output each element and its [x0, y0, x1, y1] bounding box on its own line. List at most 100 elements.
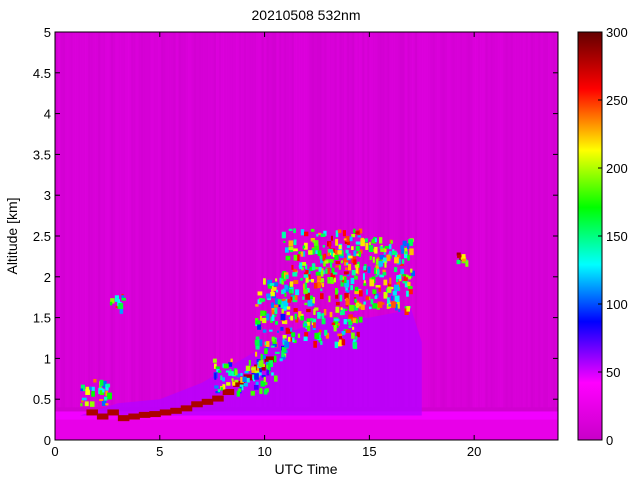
cloud-cell [274, 375, 278, 382]
cloud-cell [341, 276, 347, 280]
cloud-cell [280, 304, 284, 309]
colorbar-tick-label: 250 [606, 93, 628, 108]
cloud-cell [287, 256, 291, 260]
noise-column [223, 32, 227, 408]
cloud-cell [319, 293, 324, 300]
cloud-cell [361, 304, 365, 310]
cloud-cell [343, 319, 347, 325]
cloud-cell [287, 299, 292, 303]
cloud-cell [236, 390, 240, 397]
cloud-cell [352, 342, 358, 349]
cloud-cell [262, 355, 266, 359]
cloud-cell [374, 246, 378, 254]
cloud-cell [353, 228, 356, 234]
cloud-cell [311, 318, 317, 323]
cloud-cell [271, 336, 275, 342]
cloud-cell [355, 266, 359, 274]
y-tick-label: 4.5 [33, 66, 51, 81]
cloud-cell [273, 304, 279, 308]
cloud-cell [393, 284, 399, 292]
cloud-cell [340, 308, 345, 316]
cloud-cell [313, 240, 319, 246]
cloud-cell [262, 363, 265, 367]
noise-column [112, 32, 116, 408]
cloud-cell [355, 245, 360, 252]
cloud-cell [383, 252, 386, 255]
cloud-cell [259, 339, 263, 347]
cloud-cell [293, 239, 297, 246]
cloud-cell [291, 264, 294, 270]
cloud-cell [335, 238, 339, 246]
cloud-cell [313, 308, 316, 315]
colorbar-tick-label: 100 [606, 297, 628, 312]
cloud-cell [341, 339, 346, 346]
cloud-cell [363, 266, 367, 271]
cloud-cell [461, 256, 467, 262]
cloud-cell [277, 299, 282, 305]
cloud-cell [323, 230, 327, 236]
cloud-cell [348, 255, 353, 259]
cloud-cell [263, 389, 268, 395]
cloud-cell [372, 256, 375, 263]
cloud-cell [379, 274, 385, 278]
cloud-cell [334, 254, 339, 260]
cloud-cell [372, 289, 377, 295]
noise-column [517, 32, 521, 408]
cloud-cell [349, 304, 354, 312]
cloud-cell [305, 270, 309, 274]
cloud-cell [393, 267, 398, 273]
cloud-cell [313, 341, 317, 348]
cloud-cell [293, 254, 299, 261]
cloud-cell [286, 311, 290, 316]
cloud-cell [244, 370, 249, 374]
cloud-cell [311, 303, 315, 306]
cloud-cell [399, 263, 404, 267]
cloud-cell [81, 397, 87, 401]
noise-column [309, 32, 313, 408]
cloud-cell [338, 244, 342, 250]
noise-column [469, 32, 474, 408]
cloud-cell [355, 318, 358, 324]
noise-column [429, 32, 433, 408]
noise-column [364, 32, 368, 408]
noise-column [319, 32, 323, 408]
cloud-cell [339, 294, 343, 302]
cloud-cell [335, 265, 340, 268]
cloud-cell [365, 243, 369, 250]
noise-column [384, 32, 388, 408]
noise-column [80, 32, 84, 408]
noise-column [175, 32, 179, 408]
cloud-cell [320, 270, 324, 277]
cloud-cell [298, 251, 302, 255]
noise-column [231, 32, 235, 408]
cloud-cell [408, 276, 412, 280]
noise-column [77, 32, 81, 408]
colorbar-tick-label: 200 [606, 161, 628, 176]
cloud-cell [256, 359, 261, 364]
cloud-cell [255, 351, 258, 357]
noise-column [293, 32, 298, 408]
aerosol-edge-cell [149, 411, 161, 418]
cloud-cell [260, 380, 266, 387]
cloud-cell [255, 320, 261, 325]
cloud-cell [374, 267, 377, 274]
cloud-cell [351, 234, 356, 238]
noise-column [475, 32, 479, 408]
cloud-cell [254, 373, 259, 380]
noise-column [140, 32, 144, 408]
noise-column [246, 32, 250, 408]
cloud-cell [360, 239, 365, 247]
cloud-cell [378, 261, 384, 267]
cloud-cell [289, 248, 294, 253]
noise-column [278, 32, 282, 408]
noise-column [122, 32, 127, 408]
cloud-cell [228, 370, 234, 376]
cloud-cell [411, 270, 415, 277]
cloud-cell [259, 388, 263, 395]
x-tick-label: 20 [467, 444, 481, 459]
cloud-cell [376, 257, 382, 261]
noise-column [520, 32, 524, 408]
cloud-cell [272, 343, 277, 347]
noise-column [117, 32, 121, 408]
cloud-cell [308, 250, 313, 255]
